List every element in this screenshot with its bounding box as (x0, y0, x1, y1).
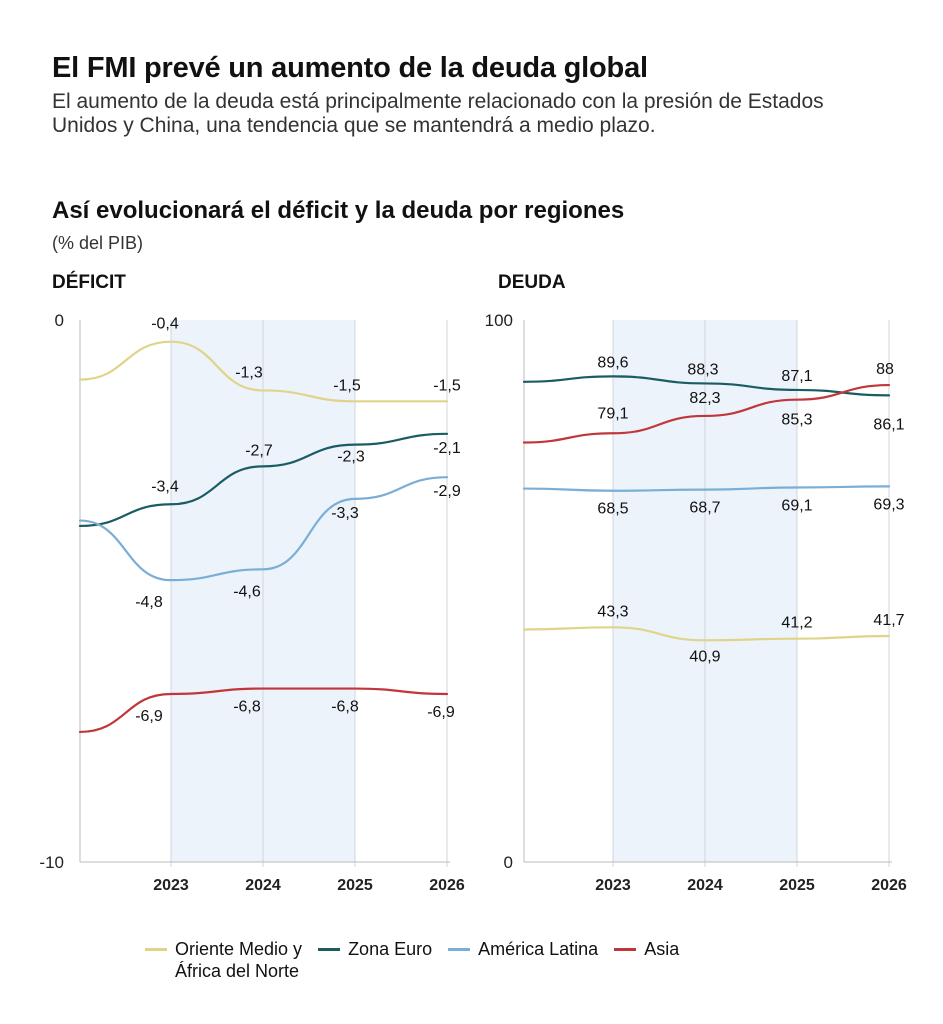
deficit-series-line-3 (78, 687, 449, 734)
deuda-data-label-s2-2024: 68,7 (689, 500, 720, 517)
deficit-data-label-s0-2023: -0,4 (151, 316, 179, 333)
legend-label-asia: Asia (644, 939, 680, 959)
deuda-y-tick-top: 100 (485, 311, 513, 330)
deficit-data-label-s3-2026: -6,9 (427, 704, 455, 721)
deficit-x-tick-2026: 2026 (429, 877, 465, 894)
deuda-data-label-s1-2026: 86,1 (873, 416, 904, 433)
deuda-x-tick-2023: 2023 (595, 877, 631, 894)
deuda-data-label-s2-2025: 69,1 (781, 497, 812, 514)
deuda-data-label-s0-2024: 40,9 (689, 648, 720, 665)
deuda-series-line-1 (522, 375, 891, 397)
legend-item-eurozone: Zona Euro (318, 938, 432, 960)
deficit-series-line-2 (78, 476, 449, 582)
deficit-data-label-s2-2024: -4,6 (233, 583, 261, 600)
legend-swatch-eurozone (318, 948, 341, 951)
deuda-data-label-s3-2026: 88 (876, 361, 894, 378)
unit-label: (% del PIB) (52, 233, 144, 253)
deuda-data-label-s3-2023: 79,1 (597, 405, 628, 422)
legend-label-mena-line1: Oriente Medio y (175, 939, 303, 959)
deuda-data-label-s3-2024: 82,3 (689, 390, 720, 407)
deficit-y-tick-top: 0 (55, 311, 64, 330)
deuda-data-label-s0-2025: 41,2 (781, 615, 812, 632)
legend-swatch-mena (145, 948, 167, 951)
section-title: Así evolucionará el déficit y la deuda p… (52, 197, 625, 224)
legend-label-mena-line2: África del Norte (175, 961, 300, 981)
deuda-panel-title: DEUDA (498, 272, 566, 293)
legend-swatch-latam (448, 948, 471, 951)
deuda-y-tick-bottom: 0 (504, 853, 513, 872)
page-title: El FMI prevé un aumento de la deuda glob… (52, 52, 648, 84)
legend-label-latam: América Latina (478, 939, 599, 959)
deuda-data-label-s3-2025: 85,3 (781, 412, 812, 429)
deficit-x-tick-2024: 2024 (245, 877, 281, 894)
deficit-data-label-s2-2026: -2,9 (433, 483, 461, 500)
deuda-data-label-s1-2023: 89,6 (597, 354, 628, 371)
deficit-data-label-s3-2025: -6,8 (331, 699, 359, 716)
deficit-data-label-s2-2025: -3,3 (331, 505, 359, 522)
deuda-x-tick-2026: 2026 (871, 877, 907, 894)
deficit-y-tick-bottom: -10 (39, 853, 64, 872)
deficit-data-label-s3-2023: -6,9 (135, 708, 163, 725)
deficit-data-label-s1-2023: -3,4 (151, 478, 179, 495)
deficit-panel-title: DÉFICIT (52, 272, 126, 293)
legend-item-latam: América Latina (448, 938, 598, 960)
deuda-data-label-s2-2026: 69,3 (873, 496, 904, 513)
legend-label-eurozone: Zona Euro (348, 939, 433, 959)
deficit-series-line-1 (78, 432, 449, 528)
deficit-data-label-s0-2025: -1,5 (333, 377, 361, 394)
deuda-data-label-s1-2024: 88,3 (687, 361, 718, 378)
deficit-x-tick-2023: 2023 (153, 877, 189, 894)
page-subtitle: El aumento de la deuda está principalmen… (52, 90, 824, 137)
legend-item-asia: Asia (614, 938, 679, 960)
legend-item-mena: Oriente Medio y África del Norte (145, 938, 302, 982)
deficit-data-label-s1-2025: -2,3 (337, 449, 365, 466)
deuda-x-tick-2024: 2024 (687, 877, 723, 894)
deficit-data-label-s1-2026: -2,1 (433, 440, 461, 457)
deuda-series-line-3 (522, 383, 891, 444)
deficit-x-tick-2025: 2025 (337, 877, 373, 894)
legend: Oriente Medio y África del Norte Zona Eu… (145, 938, 695, 982)
deuda-data-label-s2-2023: 68,5 (597, 501, 628, 518)
deficit-data-label-s0-2026: -1,5 (433, 377, 461, 394)
deficit-data-label-s0-2024: -1,3 (235, 364, 263, 381)
deficit-series-line-0 (78, 340, 449, 403)
deuda-data-label-s0-2023: 43,3 (597, 603, 628, 620)
deuda-x-tick-2025: 2025 (779, 877, 815, 894)
deuda-series-line-2 (522, 485, 891, 492)
deficit-data-label-s2-2023: -4,8 (135, 594, 163, 611)
deuda-data-label-s1-2025: 87,1 (781, 368, 812, 385)
deuda-series-line-0 (522, 626, 891, 642)
deficit-data-label-s3-2024: -6,8 (233, 699, 261, 716)
deuda-data-label-s0-2026: 41,7 (873, 612, 904, 629)
legend-swatch-asia (614, 948, 637, 951)
deficit-data-label-s1-2024: -2,7 (245, 442, 273, 459)
